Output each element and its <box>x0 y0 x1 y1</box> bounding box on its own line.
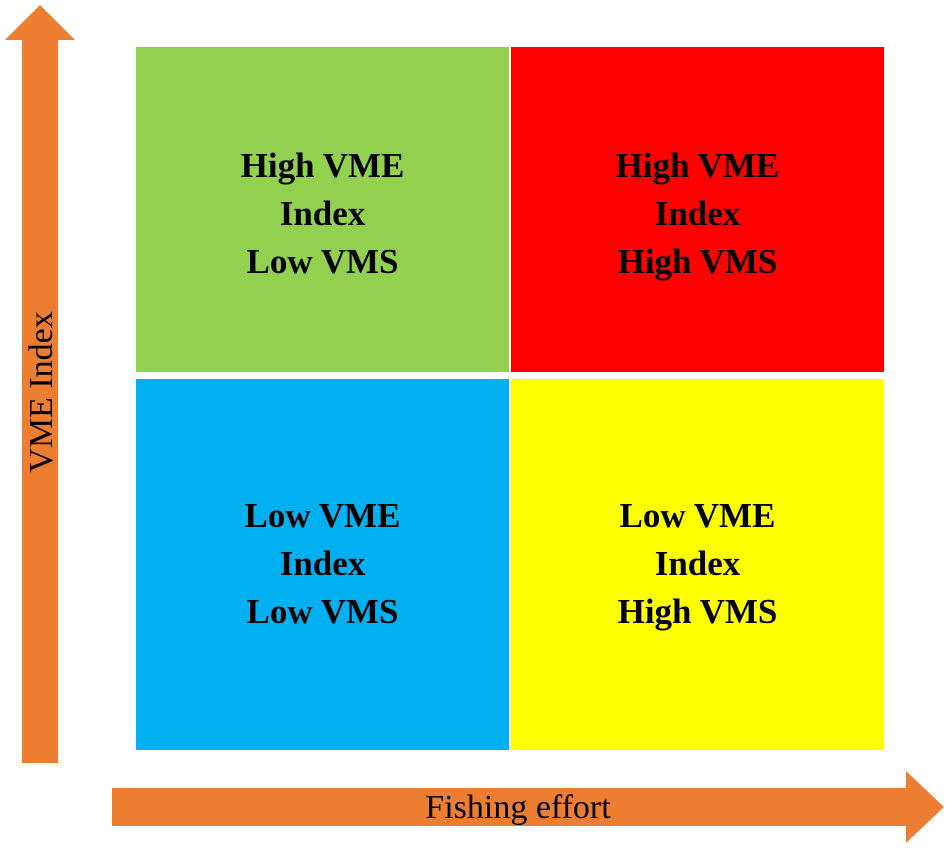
quadrant-label-line: Index <box>654 544 741 583</box>
quadrant-label-line: Index <box>279 544 366 583</box>
y-axis-label: VME Index <box>23 311 60 473</box>
quadrant-label: Low VME Index Low VMS <box>245 492 401 636</box>
quadrant-low-vme-low-vms: Low VME Index Low VMS <box>136 379 509 750</box>
quadrant-label-line: Low VME <box>619 496 776 535</box>
quadrant-label-line: Low VMS <box>246 592 399 631</box>
quadrant-label-line: High VMS <box>617 592 778 631</box>
quadrant-label-line: Low VMS <box>246 241 399 281</box>
quadrant-label-line: High VME <box>615 145 780 185</box>
quadrant-label-line: Index <box>654 193 741 233</box>
x-axis-label: Fishing effort <box>425 789 611 826</box>
quadrant-high-vme-low-vms: High VME Index Low VMS <box>136 47 509 372</box>
quadrant-label-line: Index <box>279 193 366 233</box>
quadrant-label: Low VME Index High VMS <box>618 492 778 636</box>
quadrant-label-line: Low VME <box>244 496 401 535</box>
quadrant-label: High VME Index Low VMS <box>241 142 405 286</box>
x-axis-arrow <box>112 771 944 843</box>
quadrant-low-vme-high-vms: Low VME Index High VMS <box>511 379 884 750</box>
y-axis-arrow <box>5 5 75 763</box>
quadrant-high-vme-high-vms: High VME Index High VMS <box>511 47 884 372</box>
quadrant-label-line: High VME <box>240 145 405 185</box>
quadrant-label-line: High VMS <box>617 241 778 281</box>
quadrant-label: High VME Index High VMS <box>616 142 780 286</box>
